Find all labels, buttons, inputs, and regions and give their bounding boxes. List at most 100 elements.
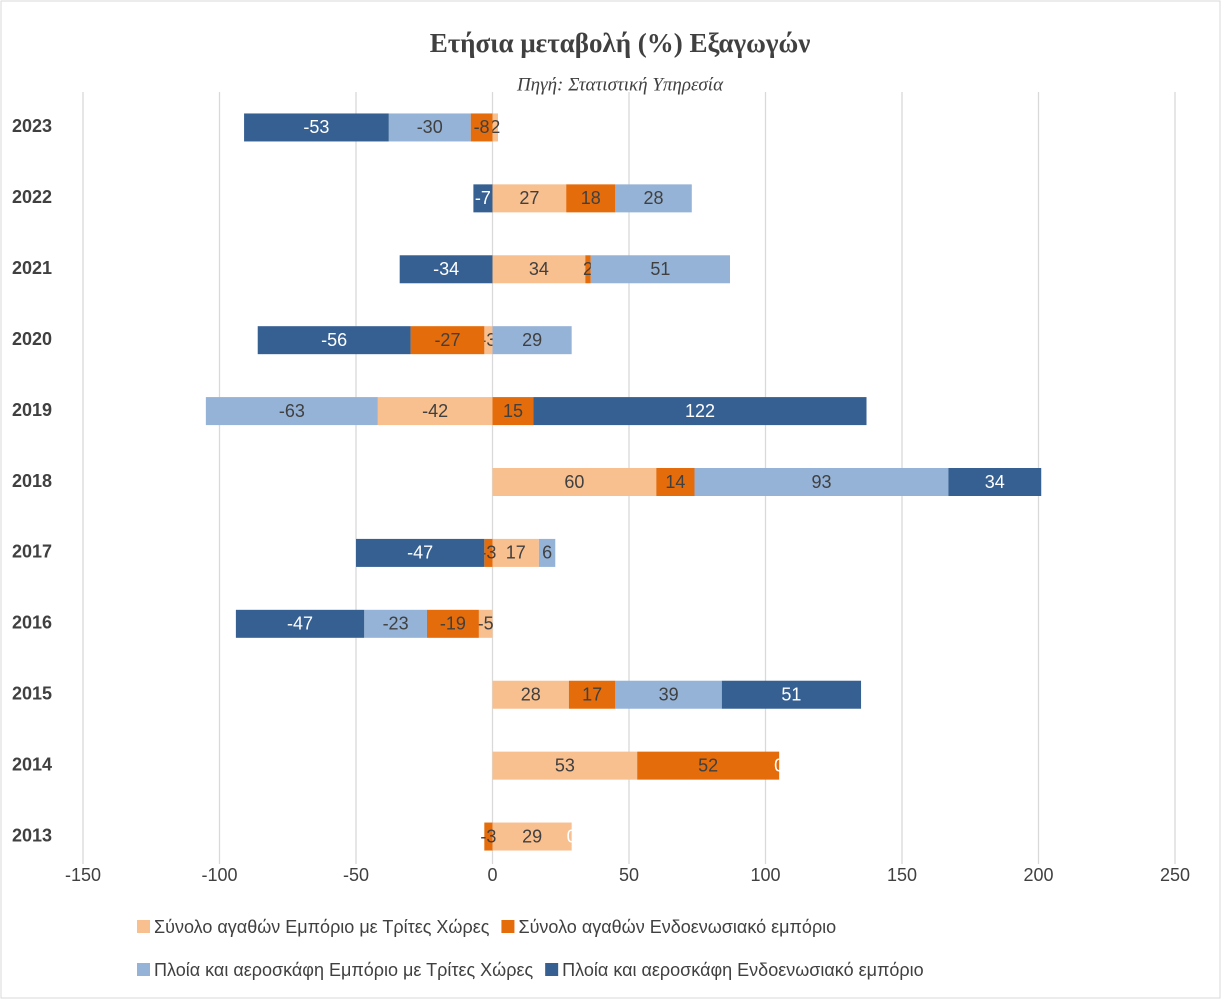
bar-segment [721,680,862,709]
data-label: 2 [583,259,593,279]
data-label: 51 [650,259,670,279]
bar-segment [492,538,539,567]
y-tick-label: 2015 [12,683,52,703]
bar-segment [244,113,389,142]
bar-segment [492,680,569,709]
bar-segment [492,397,534,426]
y-tick-label: 2016 [12,613,52,633]
legend-label: Σύνολο αγαθών Ενδοενωσιακό εμπόριο [518,917,836,937]
bar-segment [637,751,780,780]
data-label: 60 [564,472,584,492]
bar-segment [568,680,616,709]
bar-segment [694,468,949,496]
data-label: 39 [659,684,679,704]
x-tick-label: -50 [343,865,369,885]
bar-segment [478,609,493,638]
y-tick-label: 2023 [12,116,52,136]
bar-segment [388,113,471,142]
bar-segment [492,751,638,780]
x-tick-label: 250 [1160,865,1190,885]
data-label: 6 [542,543,552,563]
y-tick-label: 2022 [12,187,52,207]
bar-segment [566,184,616,213]
bar-segment [410,326,485,355]
data-label: 122 [685,401,715,421]
x-tick-label: 200 [1023,865,1053,885]
bar-segment [492,113,498,142]
bar-segment [235,609,365,638]
bar-segment [426,609,479,638]
bar-segment [470,113,493,142]
data-label: -27 [434,330,460,350]
data-label: 28 [644,188,664,208]
data-label: 27 [519,188,539,208]
y-tick-label: 2013 [12,825,52,845]
data-label: -42 [422,401,448,421]
bar-segment [205,397,378,426]
y-tick-label: 2014 [12,754,52,774]
data-label: -19 [440,614,466,634]
data-label: -30 [417,117,443,137]
bar-segment [538,538,556,567]
y-tick-label: 2019 [12,400,52,420]
bar-segment [356,538,485,567]
data-label: 51 [781,684,801,704]
chart-title: Ετήσια μεταβολή (%) Εξαγωγών [430,28,811,58]
data-label: 18 [581,188,601,208]
bar-segment [533,397,867,426]
bar-segment [377,397,493,426]
data-label: 29 [522,330,542,350]
bar-segment [492,468,657,496]
data-label: -3 [480,330,496,350]
x-tick-label: 150 [887,865,917,885]
data-label: 28 [521,684,541,704]
data-label: 34 [529,259,549,279]
y-tick-label: 2017 [12,542,52,562]
y-tick-label: 2021 [12,258,52,278]
data-label: -7 [475,188,491,208]
data-label: -53 [303,117,329,137]
chart-subtitle: Πηγή: Στατιστική Υπηρεσία [516,74,724,95]
data-label: -47 [407,543,433,563]
data-label: -23 [383,614,409,634]
data-label: 34 [985,472,1005,492]
data-label: -8 [474,117,490,137]
x-tick-label: 50 [619,865,639,885]
bar-segment [484,822,493,851]
bar-segment [948,468,1042,496]
x-tick-label: 0 [487,865,497,885]
data-label: 29 [522,826,542,846]
data-label: 0 [567,826,577,846]
data-label: -3 [480,543,496,563]
legend-swatch [501,920,515,933]
bar-segment [656,468,695,496]
data-label: 52 [698,755,718,775]
legend-swatch [137,963,150,976]
data-label: 14 [665,472,685,492]
x-tick-label: -100 [201,865,237,885]
bar-segment [492,255,586,284]
data-label: 93 [811,472,831,492]
legend-swatch [545,963,559,976]
data-label: -63 [279,401,305,421]
data-label: -47 [287,614,313,634]
bar-segment [399,255,493,284]
x-tick-label: 100 [750,865,780,885]
bar-segment [492,326,572,355]
bar-segment [492,822,572,851]
bar-segment [585,255,591,284]
legend-label: Πλοία και αεροσκάφη Ενδοενωσιακό εμπόριο [562,960,924,980]
y-tick-label: 2020 [12,329,52,349]
data-label: 17 [506,543,526,563]
data-label: 53 [555,755,575,775]
bar-segment [257,326,411,355]
x-tick-label: -150 [65,865,101,885]
data-label: 0 [774,755,784,775]
data-label: 2 [490,117,500,137]
bar-segment [364,609,427,638]
legend-swatch [137,920,150,933]
y-tick-label: 2018 [12,471,52,491]
bar-segment [615,680,722,709]
data-label: -56 [321,330,347,350]
